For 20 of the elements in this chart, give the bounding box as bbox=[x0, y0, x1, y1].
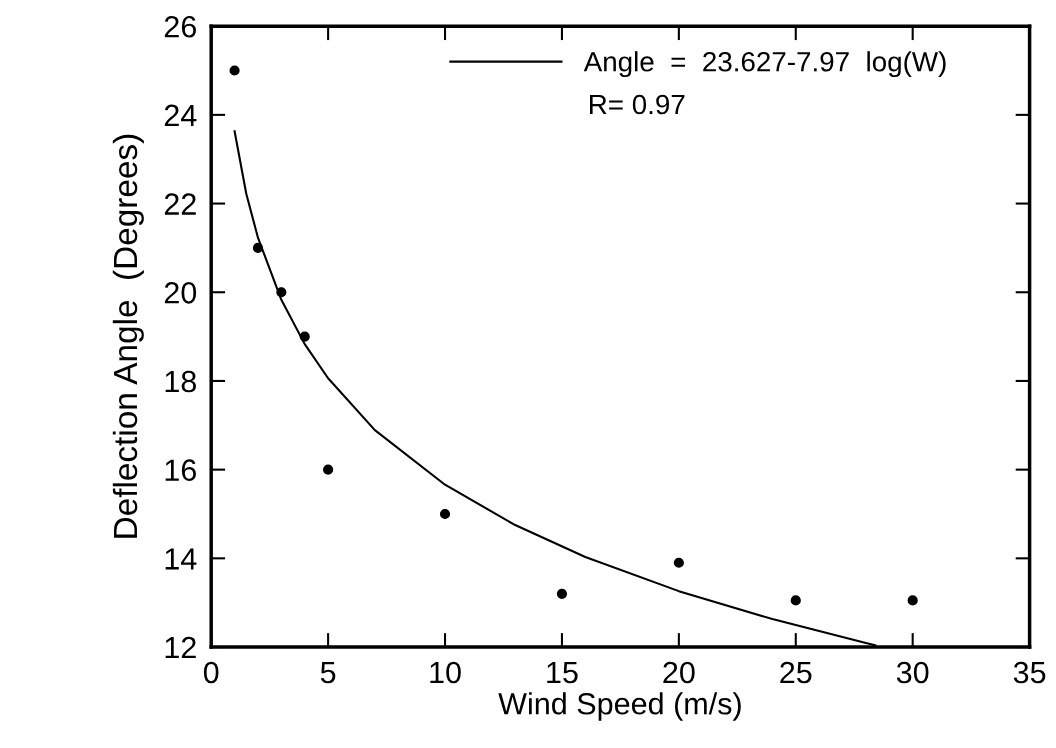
x-tick-label: 0 bbox=[203, 661, 219, 684]
y-axis-title: Deflection Angle (Degrees) bbox=[112, 134, 144, 538]
x-tick-label: 30 bbox=[896, 661, 929, 684]
y-tick-label: 14 bbox=[165, 548, 197, 570]
x-axis-title: Wind Speed (m/s) bbox=[498, 692, 741, 721]
y-tick-label: 22 bbox=[164, 193, 196, 215]
x-tick-label: 15 bbox=[547, 662, 578, 684]
y-tick-label: 12 bbox=[165, 636, 196, 659]
x-tick-label: 20 bbox=[663, 661, 695, 684]
y-tick-label: 26 bbox=[164, 15, 196, 38]
annotation: R= 0.97 bbox=[590, 94, 685, 115]
x-tick-label: 35 bbox=[1013, 661, 1046, 684]
x-tick-label: 10 bbox=[430, 661, 461, 684]
x-tick-label: 5 bbox=[320, 662, 336, 684]
y-tick-label: 18 bbox=[165, 370, 196, 393]
y-tick-label: 20 bbox=[164, 281, 197, 304]
legend-label: Angle = 23.627-7.97 log(W) bbox=[583, 51, 946, 78]
x-tick-label: 25 bbox=[780, 661, 812, 684]
y-tick-label: 24 bbox=[164, 104, 197, 126]
y-tick-label: 16 bbox=[165, 459, 196, 482]
